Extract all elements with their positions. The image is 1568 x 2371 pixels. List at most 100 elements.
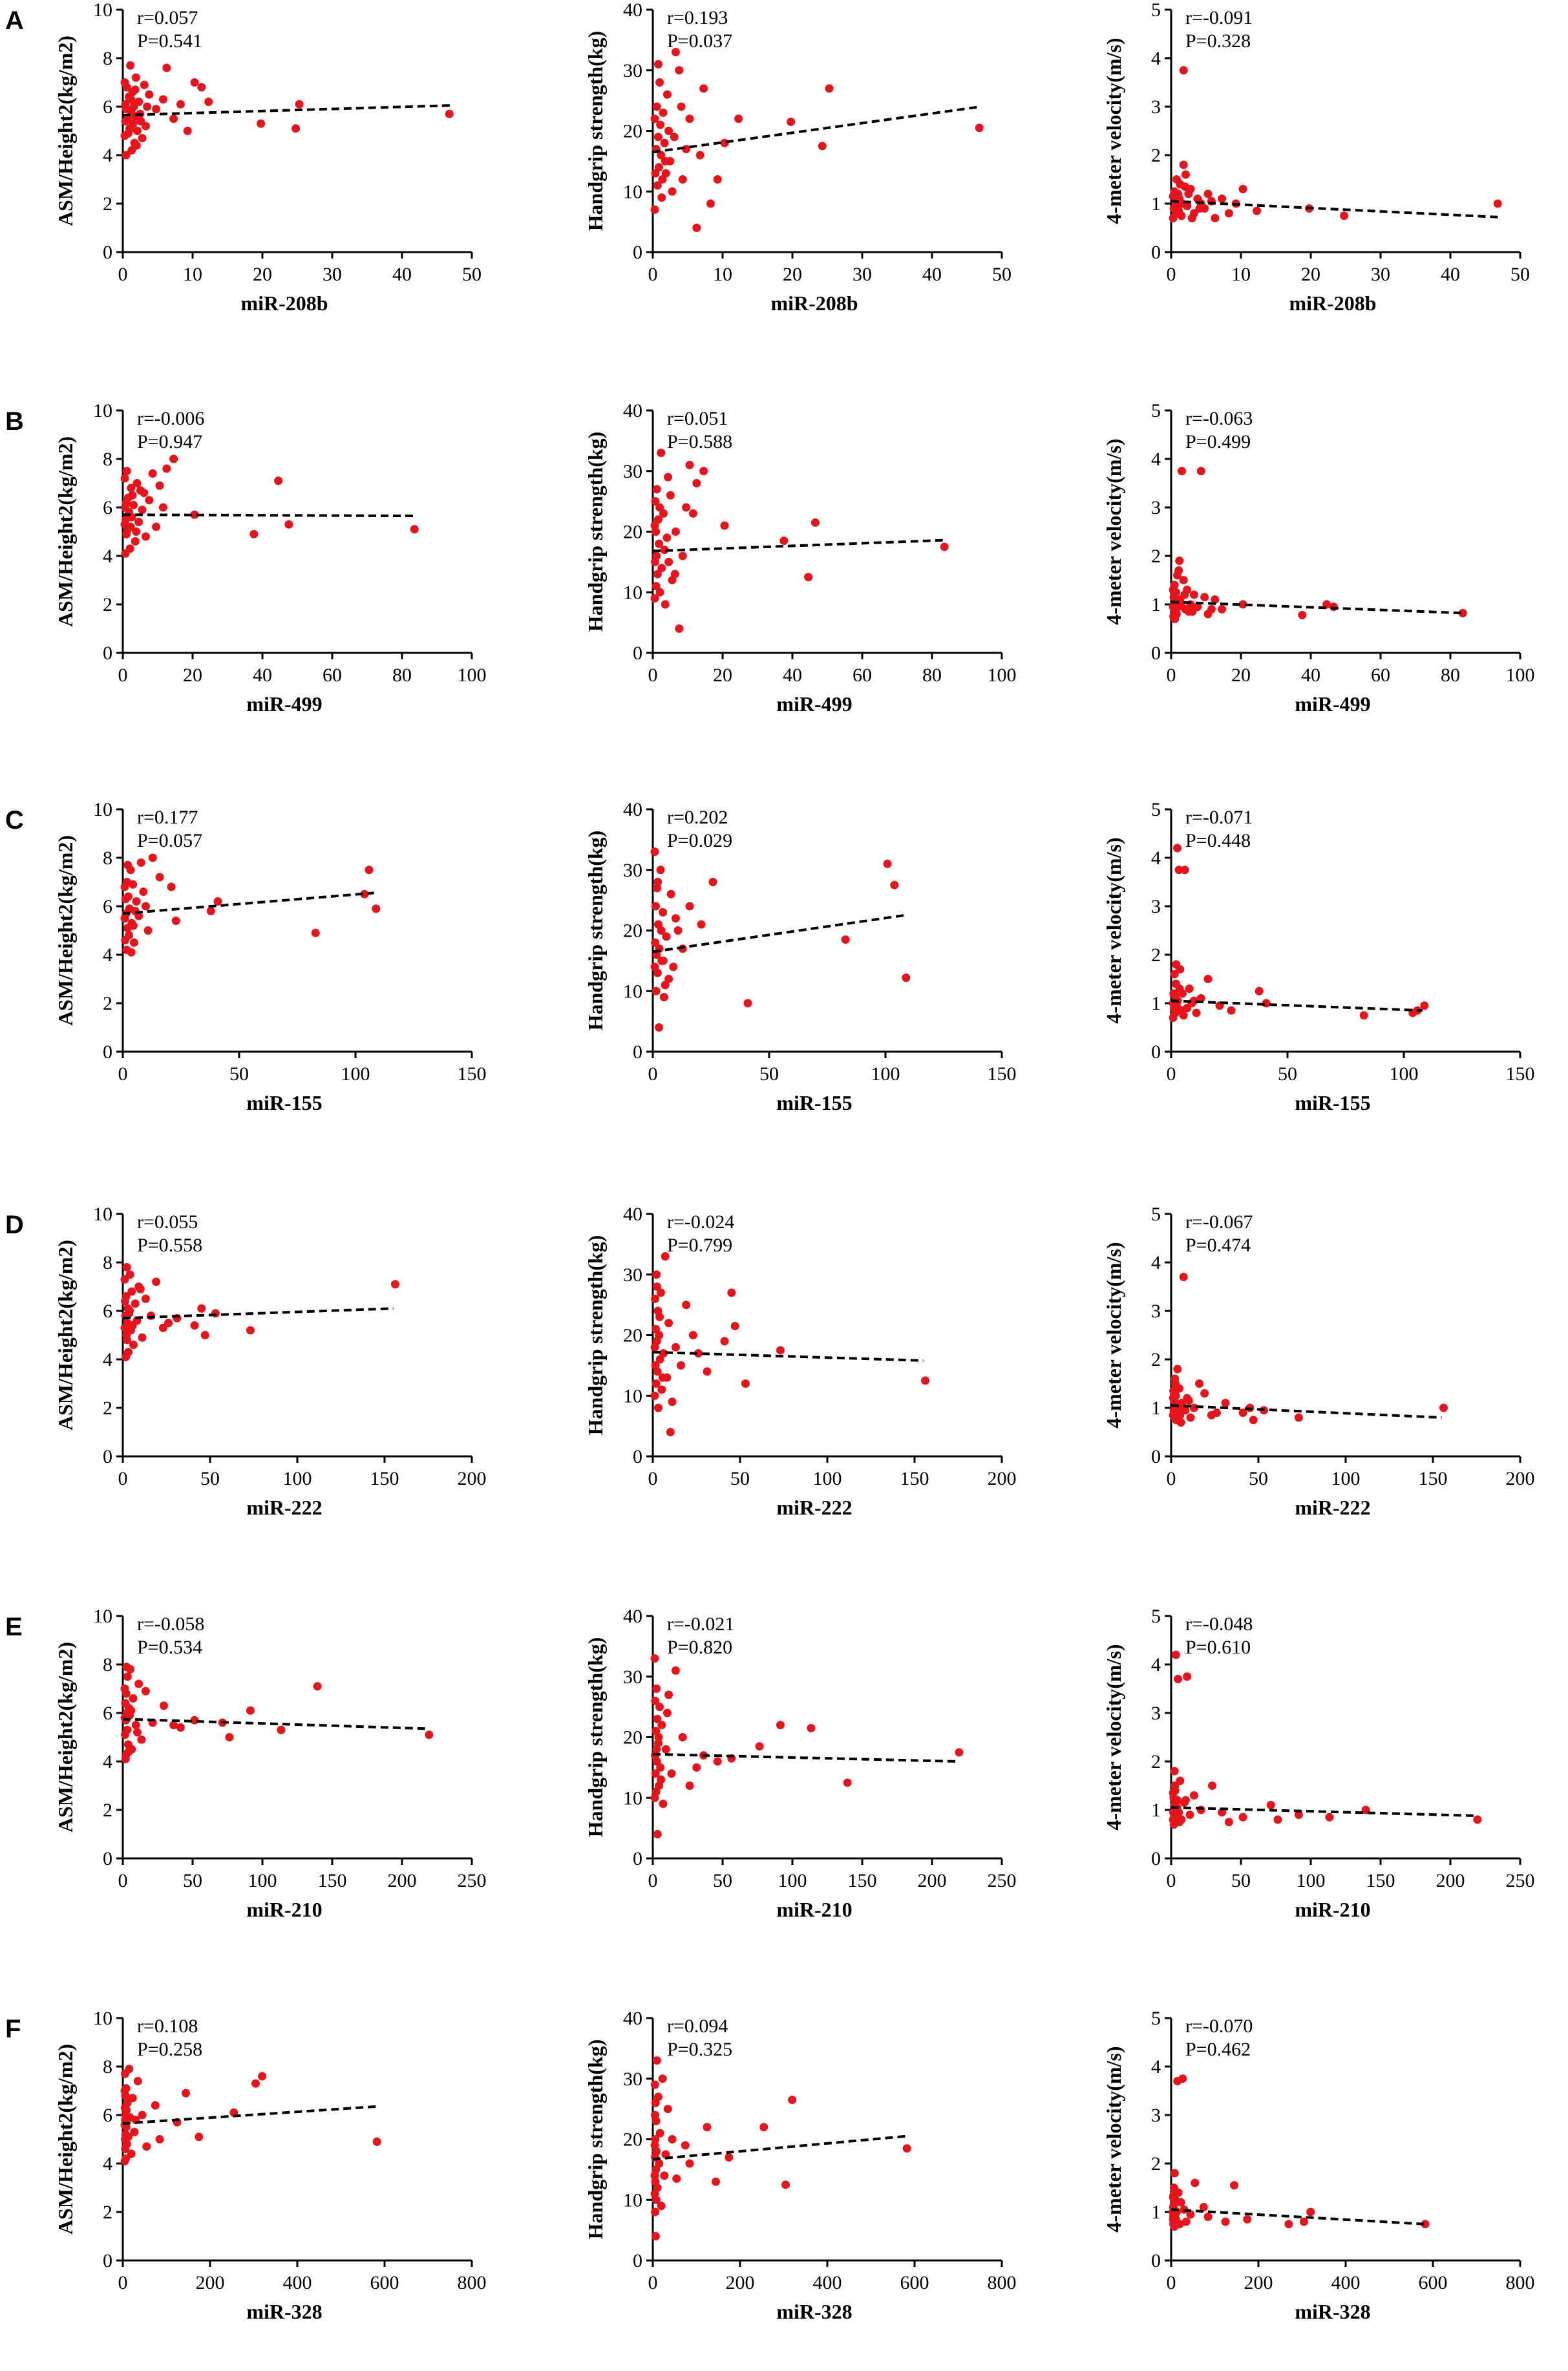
y-tick-label: 40 [623,1606,642,1627]
x-tick-label: 50 [1278,1063,1297,1085]
data-point [171,917,180,925]
data-point [133,2077,142,2085]
data-point [195,2132,204,2142]
x-tick-label: 0 [648,1468,658,1489]
y-axis-label: ASM/Height2(kg/m2) [54,436,77,627]
y-axis-label: 4-meter velocity(m/s) [1102,37,1125,224]
data-point [657,564,666,573]
y-tick-label: 40 [623,2008,642,2029]
x-tick-label: 0 [648,665,658,686]
data-point [126,522,135,531]
data-point [1169,586,1178,594]
data-point [1221,2217,1230,2226]
x-tick-label: 50 [200,1468,220,1489]
y-tick-label: 0 [103,1848,112,1869]
data-point [148,469,157,478]
data-point [155,873,164,882]
data-point [843,1778,852,1787]
data-point [151,2101,160,2110]
data-point [167,882,176,891]
data-point [246,1706,255,1715]
y-tick-label: 20 [623,2129,642,2151]
data-point [720,1337,729,1346]
data-point [130,2127,139,2136]
data-point [123,1740,132,1749]
x-tick-label: 0 [118,264,128,285]
y-tick-label: 0 [103,1446,112,1467]
y-tick-label: 3 [1151,1703,1161,1724]
x-tick-label: 600 [900,2272,929,2293]
data-point [1224,209,1233,218]
data-point [311,928,320,937]
data-point [1196,994,1205,1003]
data-point [410,525,419,534]
data-point [660,138,669,147]
data-point [162,63,171,72]
data-point [759,2123,768,2132]
data-point [169,454,178,463]
y-tick-label: 8 [103,1654,112,1675]
data-point [685,2159,694,2168]
data-point [664,1690,673,1699]
data-point [727,1288,736,1297]
regression-line [122,2105,376,2125]
data-point [197,1304,206,1313]
data-point [1192,1008,1201,1017]
y-tick-label: 10 [623,1787,642,1809]
x-tick-label: 100 [1506,665,1535,686]
y-tick-label: 20 [623,522,642,543]
x-tick-label: 600 [370,2272,399,2293]
y-tick-label: 1 [1151,1398,1161,1419]
x-tick-label: 50 [730,1468,750,1489]
r-value: r=-0.063 [1185,408,1253,429]
data-point [1169,2193,1178,2202]
data-point [131,537,140,546]
y-tick-label: 0 [633,1848,642,1869]
data-point [1195,204,1204,213]
data-point [1172,960,1181,969]
x-tick-label: 200 [918,1870,947,1891]
data-point [1170,1767,1179,1776]
data-point [1169,2215,1178,2224]
x-tick-label: 800 [1506,2272,1535,2293]
data-point [121,1754,130,1763]
regression-line [652,105,981,154]
y-tick-label: 0 [1151,242,1161,263]
data-point [1188,607,1197,616]
x-tick-label: 150 [988,1063,1017,1085]
data-point [673,926,683,935]
data-point [1175,1818,1184,1827]
data-point [1230,2181,1238,2190]
data-point [653,878,662,886]
y-axis-label: 4-meter velocity(m/s) [1102,438,1125,624]
data-point [651,497,660,506]
y-tick-label: 4 [103,2153,112,2174]
scatter-plot: 0 10 20 30 40 0 20 40 60 80 100 miR-499 Handgrip str… [584,400,1017,716]
data-point [652,1745,661,1754]
data-point [650,1391,659,1400]
data-point [667,1769,676,1778]
p-value: P=0.462 [1185,2039,1251,2060]
data-point [126,61,135,70]
data-point [143,926,153,935]
data-point [258,2072,267,2081]
data-point [655,1355,664,1364]
data-point [141,902,150,911]
x-tick-label: 100 [283,1468,312,1489]
y-tick-label: 0 [1151,1848,1161,1869]
data-point [655,1703,664,1712]
x-tick-label: 20 [1301,264,1320,285]
data-point [1200,593,1209,602]
data-point [190,78,199,87]
x-tick-label: 400 [1331,2272,1361,2293]
data-point [651,902,660,911]
data-point [1169,1394,1178,1403]
data-point [650,2153,659,2162]
p-value: P=0.328 [1185,30,1251,52]
y-tick-label: 10 [623,1385,642,1407]
p-value: P=0.474 [1185,1235,1251,1256]
x-axis-label: miR-210 [246,1898,322,1921]
data-point [659,108,668,117]
